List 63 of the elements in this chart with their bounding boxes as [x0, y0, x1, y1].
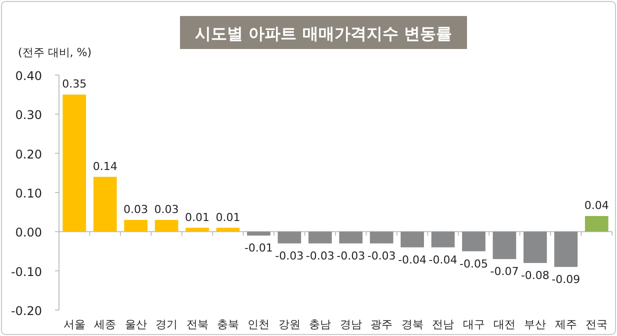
data-label: 0.04 — [584, 199, 609, 212]
data-label: 0.01 — [216, 210, 240, 224]
bar — [584, 216, 608, 232]
bar — [154, 220, 178, 232]
x-tick-label: 대구 — [462, 318, 485, 331]
data-label: -0.03 — [367, 249, 396, 262]
data-label: 0.14 — [92, 160, 118, 173]
data-label: -0.04 — [428, 253, 458, 266]
x-tick-label: 경기 — [156, 318, 178, 331]
x-tick-label: 전국 — [586, 318, 608, 331]
data-label: -0.03 — [306, 249, 334, 262]
data-label: 0.03 — [124, 202, 148, 216]
data-label: -0.08 — [520, 269, 550, 282]
x-tick-label: 경북 — [401, 318, 424, 331]
x-tick-label: 제주 — [554, 318, 577, 331]
data-label: 0.01 — [185, 210, 210, 224]
bar — [186, 228, 209, 232]
y-tick-label: 0.30 — [15, 108, 42, 122]
bar — [339, 232, 363, 244]
data-label: 0.03 — [154, 202, 179, 216]
data-label: -0.03 — [275, 249, 304, 262]
bar — [62, 94, 86, 232]
bar — [524, 232, 547, 263]
data-label: -0.05 — [460, 257, 488, 270]
x-tick-label: 대전 — [493, 318, 516, 331]
x-tick-label: 서울 — [63, 318, 86, 331]
bar — [278, 232, 302, 244]
bar — [400, 232, 424, 248]
x-tick-label: 충북 — [216, 318, 239, 331]
y-tick-label: 0.10 — [15, 186, 42, 200]
x-tick-label: 부산 — [524, 318, 546, 331]
y-tick-label: 0.20 — [15, 147, 42, 162]
title: 시도별 아파트 매매가격지수 변동률 — [180, 16, 467, 49]
bar — [308, 232, 332, 244]
bar — [247, 232, 270, 236]
data-label: -0.03 — [336, 249, 366, 262]
y-axis-title: (전주 대비, %) — [18, 46, 92, 59]
x-tick-label: 충남 — [309, 318, 332, 331]
x-tick-label: 울산 — [124, 318, 147, 331]
x-tick-label: 세종 — [94, 318, 116, 331]
x-tick-label: 인천 — [248, 318, 270, 331]
x-tick-label: 강원 — [278, 318, 300, 331]
x-tick-label: 광주 — [370, 318, 393, 331]
y-tick-label: 0.40 — [15, 69, 42, 83]
data-label: -0.04 — [398, 253, 427, 266]
x-tick-label: 전북 — [186, 318, 208, 331]
bar — [370, 232, 394, 244]
data-label: -0.01 — [244, 242, 273, 255]
x-tick-label: 경남 — [340, 318, 362, 331]
bar — [492, 232, 516, 260]
bar — [93, 176, 117, 232]
bar — [554, 232, 578, 267]
bar — [462, 232, 486, 252]
data-label: 0.35 — [62, 78, 87, 91]
bar — [124, 220, 148, 232]
y-tick-label: -0.20 — [10, 304, 42, 318]
data-label: -0.07 — [490, 265, 519, 278]
bar — [431, 232, 455, 248]
data-label: -0.09 — [552, 272, 580, 286]
chart-title: 시도별 아파트 매매가격지수 변동률 — [195, 24, 452, 43]
x-tick-label: 전남 — [432, 318, 454, 331]
y-tick-label: 0.00 — [15, 226, 42, 240]
y-tick-label: -0.10 — [10, 264, 42, 279]
